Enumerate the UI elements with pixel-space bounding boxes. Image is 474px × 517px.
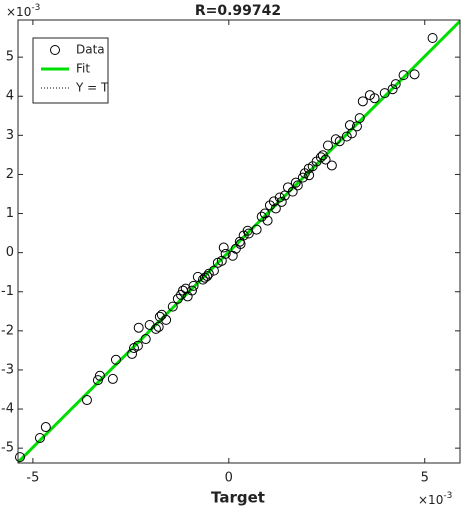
data-point: [208, 265, 219, 276]
x-tick-label: 0: [225, 471, 233, 486]
y-tick-label: -2: [1, 323, 14, 338]
y-multiplier: ×10-3: [6, 3, 40, 19]
data-point: [292, 180, 303, 191]
y-tick-label: -5: [1, 441, 14, 456]
y-tick-label: -4: [1, 402, 14, 417]
data-point: [34, 432, 45, 443]
data-point: [320, 154, 331, 165]
x-tick-label: -5: [26, 471, 39, 486]
data-point: [188, 280, 199, 291]
data-point: [326, 160, 337, 171]
y-tick-label: 0: [6, 245, 14, 260]
data-point: [153, 321, 164, 332]
data-point: [220, 248, 231, 259]
data-point: [199, 272, 210, 283]
data-point: [133, 322, 144, 333]
data-point: [341, 131, 352, 142]
series-line: [18, 20, 460, 463]
data-point: [107, 373, 118, 384]
data-point: [390, 79, 401, 90]
y-multiplier-power: -3: [31, 3, 40, 13]
data-point: [287, 186, 298, 197]
data-point: [167, 301, 178, 312]
y-tick-label: 4: [6, 89, 14, 104]
data-point: [203, 268, 214, 279]
data-point: [346, 128, 357, 139]
data-point: [264, 200, 275, 211]
data-point: [315, 152, 326, 163]
legend-label: Data: [76, 43, 105, 57]
y-tick-label: 3: [6, 128, 14, 143]
data-point: [369, 93, 380, 104]
data-point: [218, 242, 229, 253]
chart-title: R=0.99742: [195, 3, 281, 19]
data-point: [161, 314, 172, 325]
data-point: [357, 96, 368, 107]
data-point: [202, 271, 213, 282]
y-tick-label: -3: [1, 362, 14, 377]
data-point: [140, 334, 151, 345]
x-axis-label: Target: [211, 489, 265, 507]
data-point: [243, 228, 254, 239]
y-multiplier-base: ×10: [6, 5, 31, 19]
legend-label: Fit: [76, 62, 90, 76]
x-multiplier-base: ×10: [418, 493, 443, 507]
y-tick-label: -1: [1, 284, 14, 299]
data-point: [182, 291, 193, 302]
data-point: [354, 113, 365, 124]
data-point: [409, 69, 420, 80]
plot-frame: [17, 19, 461, 464]
y-tick-label: 5: [6, 50, 14, 65]
data-point: [304, 170, 315, 181]
data-point: [132, 340, 143, 351]
x-multiplier: ×10-3: [418, 491, 452, 507]
data-point: [379, 88, 390, 99]
x-tick-label: 5: [421, 471, 429, 486]
data-point: [270, 203, 281, 214]
data-point: [40, 422, 51, 433]
data-point: [334, 136, 345, 147]
data-point: [290, 177, 301, 188]
data-point: [427, 32, 438, 43]
data-point: [14, 452, 25, 463]
data-point: [251, 224, 262, 235]
data-point: [262, 215, 273, 226]
data-point: [227, 250, 238, 261]
data-point: [81, 395, 92, 406]
data-point: [110, 354, 121, 365]
data-point: [154, 311, 165, 322]
data-point: [276, 196, 287, 207]
data-point: [322, 140, 333, 151]
data-point: [387, 84, 398, 95]
y-tick-label: 2: [6, 167, 14, 182]
x-multiplier-power: -3: [443, 491, 452, 501]
data-point: [235, 239, 246, 250]
data-point: [150, 323, 161, 334]
legend-label: Y = T: [75, 81, 109, 95]
legend-marker: [50, 45, 60, 55]
data-point: [398, 70, 409, 81]
y-tick-label: 1: [6, 206, 14, 221]
data-point: [94, 370, 105, 381]
data-point: [127, 348, 138, 359]
data-point: [259, 208, 270, 219]
